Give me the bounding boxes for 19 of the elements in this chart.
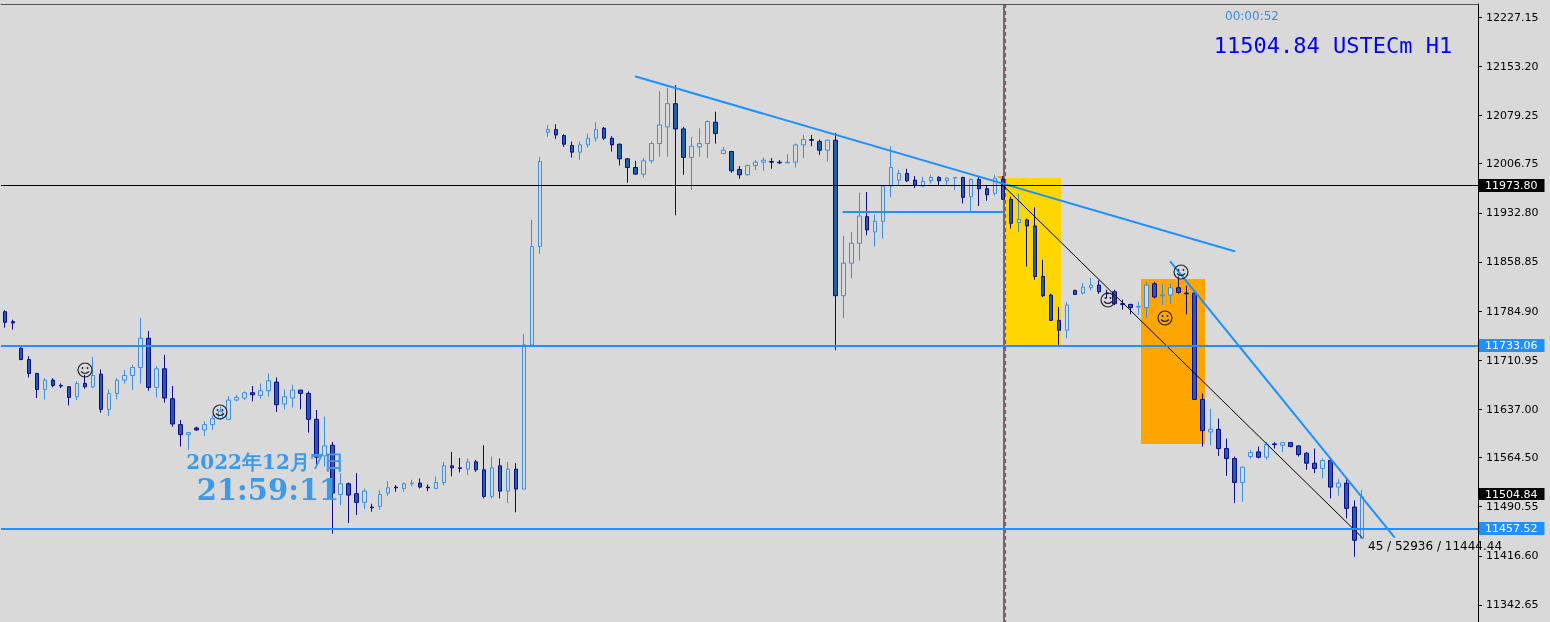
- ref-line-label: 11457.52: [1485, 522, 1538, 536]
- ref-line-label: 11733.06: [1485, 339, 1538, 353]
- y-tick-label: 12153.20: [1486, 59, 1539, 73]
- y-tick-label: 11637.00: [1486, 402, 1539, 416]
- y-tick-label: 11416.60: [1486, 549, 1539, 563]
- y-tick-label: 11932.80: [1486, 206, 1539, 220]
- y-tick-label: 12079.25: [1486, 108, 1539, 122]
- y-tick-label: 11710.95: [1486, 353, 1539, 367]
- annotation: 00:00:52: [1225, 9, 1279, 23]
- y-tick-label: 11784.90: [1486, 304, 1539, 318]
- ref-line-label: 11973.80: [1485, 179, 1538, 193]
- y-tick-label: 12006.75: [1486, 157, 1539, 171]
- y-tick-label: 11858.85: [1486, 255, 1539, 269]
- annotation: 11504.84 USTECm H1: [1213, 32, 1453, 58]
- y-tick-label: 12227.15: [1486, 10, 1539, 24]
- y-tick-label: 11490.55: [1486, 500, 1539, 514]
- y-tick-label: 11564.50: [1486, 451, 1539, 465]
- y-tick-label: 11342.65: [1486, 598, 1539, 612]
- text: 11504.84: [1485, 487, 1538, 501]
